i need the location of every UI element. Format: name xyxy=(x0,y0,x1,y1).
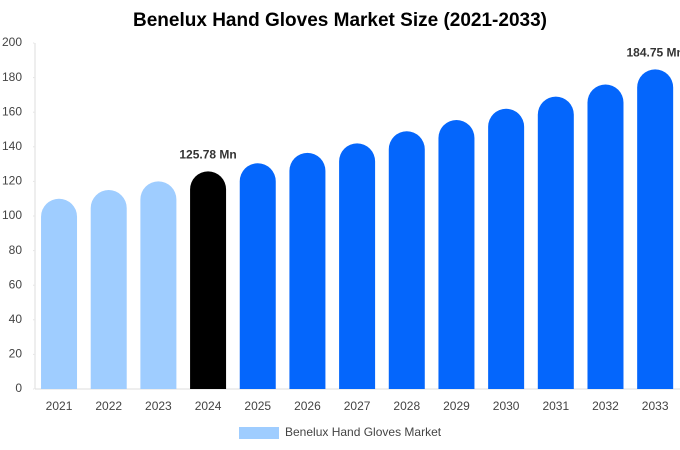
x-tick-label: 2032 xyxy=(592,399,619,413)
y-tick-label: 180 xyxy=(2,70,22,84)
bar xyxy=(239,163,276,389)
x-tick-label: 2033 xyxy=(642,399,669,413)
bar xyxy=(537,96,574,389)
bar xyxy=(339,143,376,389)
y-tick-label: 20 xyxy=(9,347,23,361)
bar xyxy=(488,108,525,389)
x-tick-label: 2022 xyxy=(95,399,122,413)
value-label: 184.75 Mn xyxy=(626,46,680,60)
y-tick-label: 120 xyxy=(2,174,22,188)
bar xyxy=(90,190,127,389)
y-tick-label: 60 xyxy=(9,277,23,291)
y-tick-label: 100 xyxy=(2,208,22,222)
legend-label: Benelux Hand Gloves Market xyxy=(285,425,442,439)
y-tick-label: 80 xyxy=(9,243,23,257)
y-tick-label: 40 xyxy=(9,312,23,326)
bar xyxy=(438,119,475,390)
x-tick-label: 2031 xyxy=(542,399,569,413)
x-tick-label: 2023 xyxy=(145,399,172,413)
bar xyxy=(41,198,78,389)
x-tick-label: 2021 xyxy=(46,399,73,413)
x-tick-label: 2027 xyxy=(344,399,371,413)
bar xyxy=(388,131,425,390)
y-tick-label: 200 xyxy=(2,35,22,49)
x-tick-label: 2028 xyxy=(393,399,420,413)
x-tick-label: 2025 xyxy=(244,399,271,413)
y-tick-label: 160 xyxy=(2,104,22,118)
bar xyxy=(289,152,326,389)
bar xyxy=(587,84,624,390)
x-tick-label: 2026 xyxy=(294,399,321,413)
y-tick-label: 0 xyxy=(15,381,22,395)
x-tick-label: 2029 xyxy=(443,399,470,413)
bar xyxy=(637,69,674,389)
x-tick-label: 2024 xyxy=(195,399,222,413)
legend-swatch xyxy=(239,427,279,439)
bar xyxy=(140,181,177,389)
x-tick-label: 2030 xyxy=(493,399,520,413)
value-label: 125.78 Mn xyxy=(179,148,236,162)
y-tick-label: 140 xyxy=(2,139,22,153)
bar xyxy=(190,171,227,389)
chart-title: Benelux Hand Gloves Market Size (2021-20… xyxy=(133,10,547,31)
